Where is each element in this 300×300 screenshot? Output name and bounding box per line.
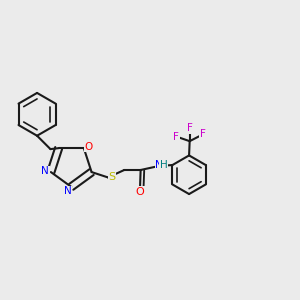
Text: H: H [160, 160, 167, 170]
Text: N: N [64, 186, 71, 196]
Text: O: O [84, 142, 93, 152]
Text: F: F [187, 123, 193, 133]
Text: O: O [135, 187, 144, 197]
Text: N: N [155, 160, 163, 170]
Text: S: S [109, 172, 116, 182]
Text: F: F [200, 129, 206, 139]
Text: F: F [173, 132, 179, 142]
Text: N: N [41, 167, 49, 176]
